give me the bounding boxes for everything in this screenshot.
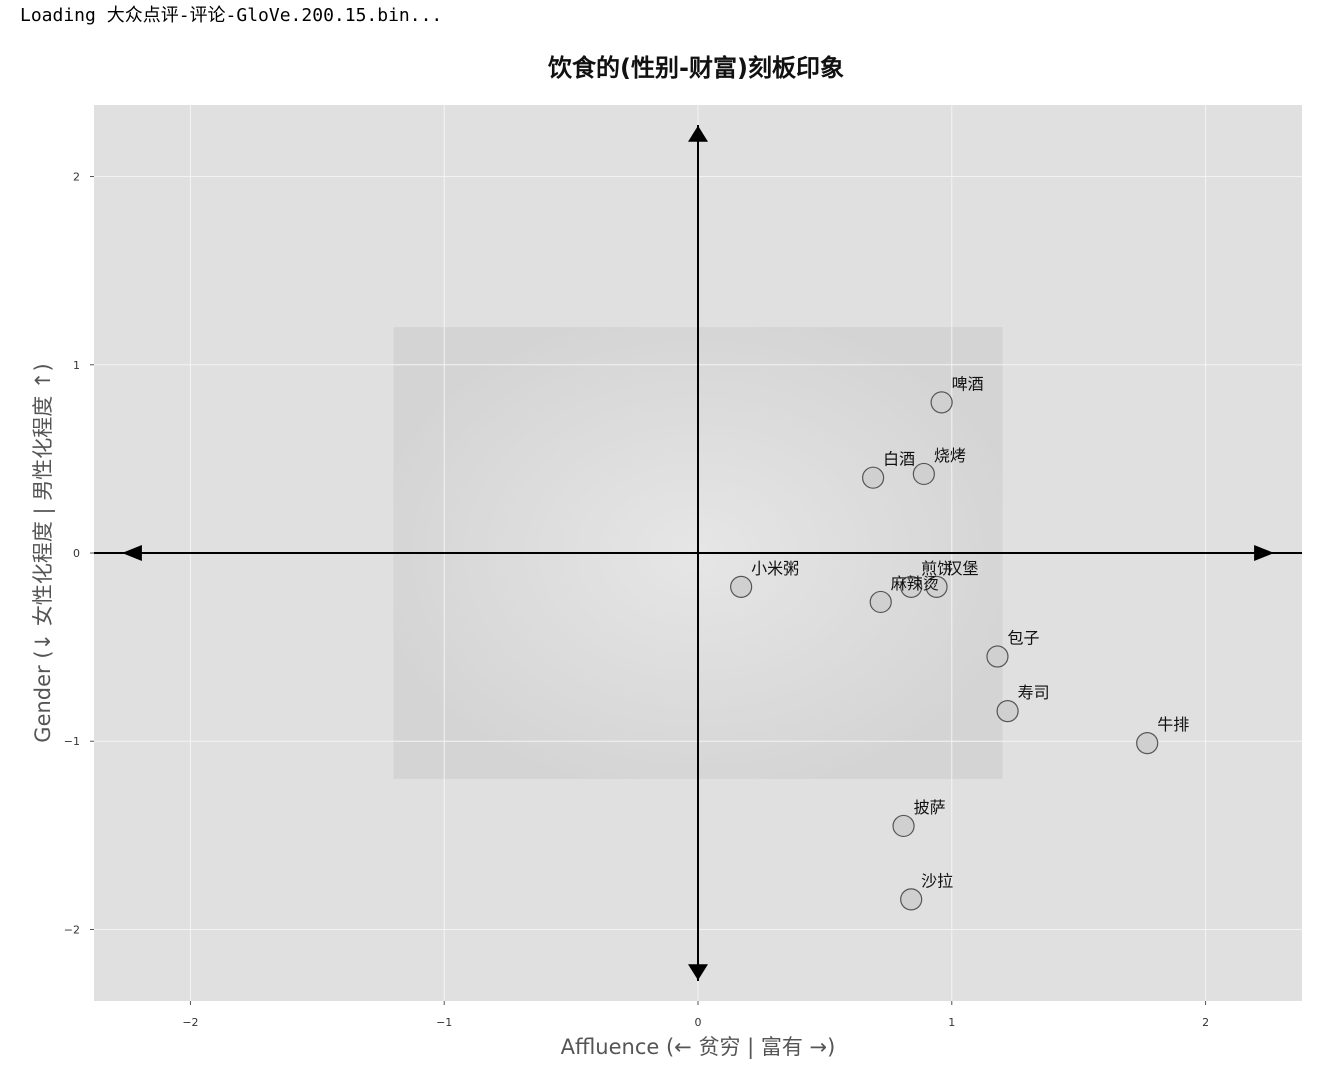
chart-title: 饮食的(性别-财富)刻板印象 [547,54,844,82]
center-axes [94,125,1302,981]
y-tick-label: 0 [73,547,80,560]
x-axis-title: Affluence (← 贫穷 | 富有 →) [561,1035,836,1060]
data-point [892,814,915,838]
arrow-left-icon [121,545,142,561]
data-point [900,888,923,911]
data-point-label: 包子 [1007,629,1039,648]
x-tick-label: −1 [436,1016,452,1029]
data-point-label: 牛排 [1157,715,1189,734]
data-point-label: 汉堡 [947,559,979,578]
data-point-label: 披萨 [914,798,946,817]
arrow-up-icon [688,125,708,142]
y-tick-label: 1 [73,359,80,372]
x-tick-label: 1 [948,1016,955,1029]
data-point-label: 啤酒 [952,374,984,393]
data-point-label: 小米粥 [751,559,799,578]
loading-status-text: Loading 大众点评-评论-GloVe.200.15.bin... [20,5,443,26]
x-tick-label: 0 [695,1016,702,1029]
data-point [869,590,892,614]
y-axis-title: Gender (↓ 女性化程度 | 男性化程度 ↑) [31,363,56,742]
data-point-label: 寿司 [1018,683,1050,702]
arrow-down-icon [688,964,708,981]
y-tick-label: −2 [64,923,80,936]
data-point [862,466,885,489]
data-point-label: 白酒 [883,450,915,469]
x-tick-label: −2 [182,1016,198,1029]
data-point-label: 沙拉 [921,871,953,890]
y-tick-label: −1 [64,735,80,748]
data-point [930,391,953,414]
arrow-right-icon [1254,545,1275,561]
x-tick-label: 2 [1202,1016,1209,1029]
data-point [730,575,753,598]
data-point-label: 煎饼 [921,559,953,578]
data-point [925,575,948,598]
data-point-label: 麻辣烫 [891,574,939,593]
data-point [996,700,1019,723]
data-point [1136,732,1159,755]
data-point [986,645,1009,668]
data-point [900,575,923,598]
y-tick-label: 2 [73,171,80,184]
axis-ticks: −2 −1 0 1 2 −2 −1 0 1 2 [64,171,1209,1029]
data-point [912,462,935,486]
data-point-label: 烧烤 [934,446,966,465]
